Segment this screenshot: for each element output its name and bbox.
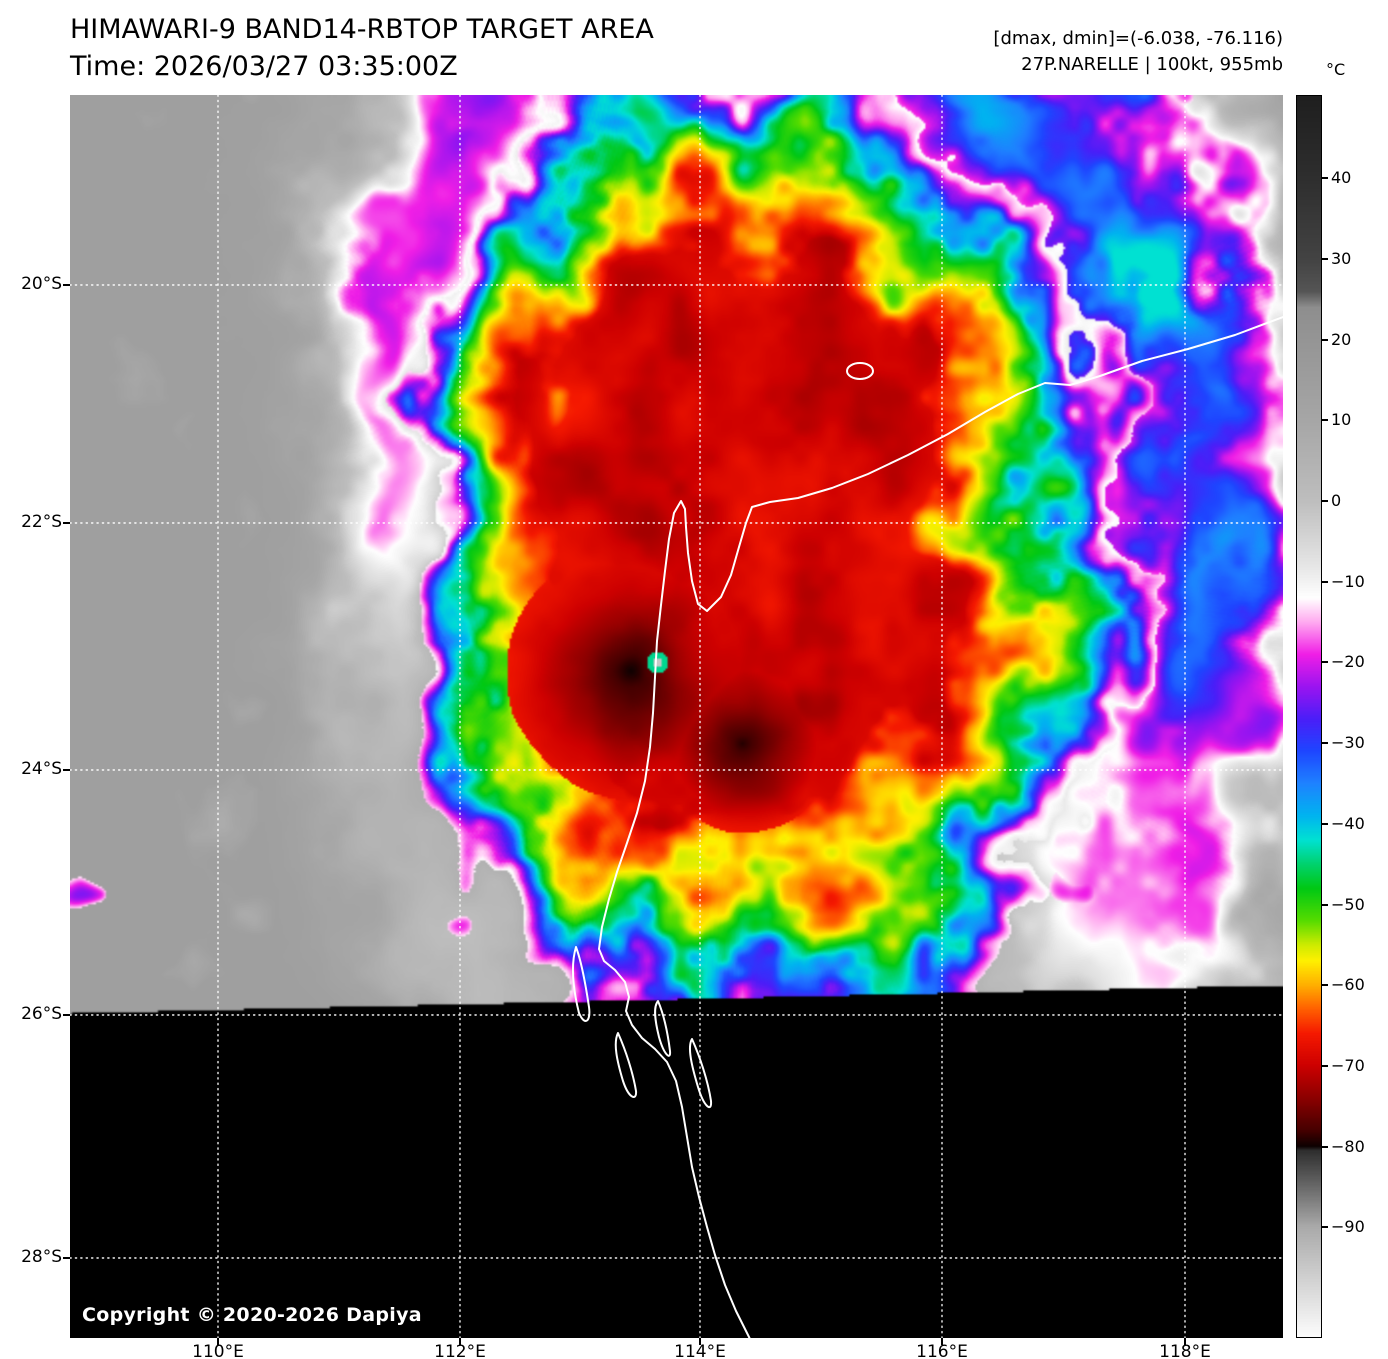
product-title: HIMAWARI-9 BAND14-RBTOP TARGET AREA bbox=[70, 14, 654, 45]
coastline-barrow-island bbox=[846, 362, 874, 380]
colorbar-tick bbox=[1322, 1145, 1328, 1148]
lat-label: 26°S bbox=[21, 1004, 62, 1024]
coastline-mainland bbox=[598, 316, 1283, 1338]
lon-label: 118°E bbox=[1159, 1342, 1211, 1359]
coastline-shark-bay-island-1 bbox=[572, 946, 591, 1022]
lat-label: 24°S bbox=[21, 759, 62, 779]
colorbar-tick bbox=[1322, 338, 1328, 341]
product-timestamp: Time: 2026/03/27 03:35:00Z bbox=[70, 51, 458, 82]
satellite-image-area: Copyright © 2020-2026 Dapiya bbox=[70, 95, 1283, 1338]
lat-tick bbox=[63, 1014, 70, 1016]
colorbar-tick bbox=[1322, 499, 1328, 502]
colorbar-tick-label: −20 bbox=[1331, 652, 1365, 672]
coastline-shark-bay-island-2 bbox=[614, 1032, 638, 1098]
lat-tick bbox=[63, 522, 70, 524]
colorbar-tick-label: 0 bbox=[1331, 490, 1342, 510]
lon-label: 114°E bbox=[674, 1342, 726, 1359]
colorbar-tick-label: −60 bbox=[1331, 975, 1365, 995]
lon-label: 116°E bbox=[916, 1342, 968, 1359]
map-overlay bbox=[70, 95, 1283, 1338]
lon-label: 112°E bbox=[434, 1342, 486, 1359]
colorbar-tick-label: 30 bbox=[1331, 248, 1352, 268]
colorbar-tick-label: 10 bbox=[1331, 410, 1352, 430]
colorbar-tick-label: −10 bbox=[1331, 571, 1365, 591]
lat-tick bbox=[63, 284, 70, 286]
dmax-dmin-readout: [dmax, dmin]=(-6.038, -76.116) bbox=[993, 28, 1283, 49]
colorbar-tick bbox=[1322, 1064, 1328, 1067]
lon-tick bbox=[217, 1338, 219, 1345]
colorbar-unit-label: °C bbox=[1326, 60, 1346, 79]
colorbar-tick bbox=[1322, 177, 1328, 180]
colorbar-tick-label: −90 bbox=[1331, 1217, 1365, 1237]
lon-tick bbox=[1184, 1338, 1186, 1345]
colorbar-tick-label: 40 bbox=[1331, 168, 1352, 188]
header-info: [dmax, dmin]=(-6.038, -76.116) 27P.NAREL… bbox=[993, 26, 1283, 78]
colorbar-tick-label: −30 bbox=[1331, 733, 1365, 753]
coastline-shark-bay-peninsula-1 bbox=[654, 1000, 672, 1057]
lat-tick bbox=[63, 1257, 70, 1259]
colorbar-tick bbox=[1322, 661, 1328, 664]
lon-tick bbox=[459, 1338, 461, 1345]
satellite-ir-canvas bbox=[70, 95, 1283, 1338]
colorbar-tick-label: 20 bbox=[1331, 329, 1352, 349]
colorbar-tick bbox=[1322, 822, 1328, 825]
colorbar-tick bbox=[1322, 903, 1328, 906]
storm-readout: 27P.NARELLE | 100kt, 955mb bbox=[1021, 54, 1283, 75]
colorbar bbox=[1296, 95, 1322, 1338]
lat-tick bbox=[63, 769, 70, 771]
colorbar-tick bbox=[1322, 419, 1328, 422]
colorbar-tick bbox=[1322, 1226, 1328, 1229]
colorbar-tick-label: −70 bbox=[1331, 1055, 1365, 1075]
lat-label: 22°S bbox=[21, 512, 62, 532]
colorbar-tick bbox=[1322, 742, 1328, 745]
lat-label: 28°S bbox=[21, 1247, 62, 1267]
coastline bbox=[572, 316, 1283, 1338]
colorbar-tick bbox=[1322, 984, 1328, 987]
copyright-text: Copyright © 2020-2026 Dapiya bbox=[82, 1304, 422, 1326]
colorbar-tick bbox=[1322, 580, 1328, 583]
lon-tick bbox=[699, 1338, 701, 1345]
colorbar-tick-label: −40 bbox=[1331, 813, 1365, 833]
colorbar-tick-label: −50 bbox=[1331, 894, 1365, 914]
colorbar-tick bbox=[1322, 257, 1328, 260]
lon-label: 110°E bbox=[192, 1342, 244, 1359]
lon-tick bbox=[941, 1338, 943, 1345]
graticule bbox=[70, 95, 1283, 1338]
colorbar-tick-label: −80 bbox=[1331, 1136, 1365, 1156]
lat-label: 20°S bbox=[21, 274, 62, 294]
coastline-shark-bay-peninsula-2 bbox=[688, 1038, 713, 1109]
